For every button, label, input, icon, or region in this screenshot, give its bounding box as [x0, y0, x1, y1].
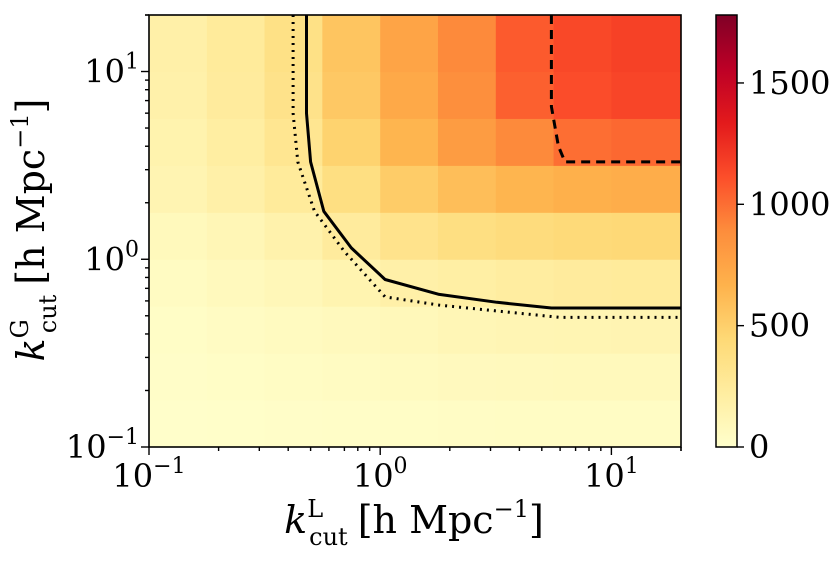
heatmap-cell — [322, 118, 381, 166]
heatmap-cell — [437, 212, 497, 260]
heatmap-cell — [380, 165, 439, 213]
heatmap-cell — [553, 306, 612, 354]
heatmap-cell — [149, 15, 208, 73]
y-axis-label: kGcut[h Mpc−1] — [6, 99, 62, 362]
heatmap-cell — [611, 353, 682, 401]
contour-lines — [291, 15, 681, 319]
heatmap-cell — [380, 306, 439, 354]
heatmap-cell — [149, 71, 208, 119]
heatmap-cell — [495, 259, 555, 307]
colorbar-tick-label: 500 — [749, 307, 810, 345]
y-tick-label: 101 — [84, 50, 139, 91]
colorbar: 0 500 1000 1500 — [715, 14, 830, 466]
heatmap-cell — [206, 71, 266, 119]
heatmap-cell — [206, 399, 266, 448]
heatmap-cell — [206, 165, 266, 213]
heatmap-cell — [264, 259, 323, 307]
x-tick-label: 100 — [353, 454, 408, 495]
heatmap-cell — [322, 165, 381, 213]
heatmap-cell — [206, 212, 266, 260]
heatmap-cell — [611, 165, 682, 213]
plot-frame — [148, 14, 682, 448]
heatmap-cell — [553, 71, 612, 119]
heatmap-cell — [149, 212, 208, 260]
colorbar-gradient — [715, 14, 738, 448]
heatmap-cell — [437, 165, 497, 213]
heatmap-cell — [149, 399, 208, 448]
heatmap-cell — [495, 399, 555, 448]
heatmap-cell — [380, 212, 439, 260]
heatmap-cell — [149, 165, 208, 213]
heatmap-cell — [264, 118, 323, 166]
heatmap-cell — [611, 15, 682, 73]
axis-ticks — [141, 14, 682, 455]
heatmap-cell — [611, 306, 682, 354]
colorbar-tick-label: 1500 — [749, 64, 830, 102]
heatmap-cell — [206, 306, 266, 354]
heatmap-cell — [553, 15, 612, 73]
heatmap-cell — [149, 353, 208, 401]
heatmap-cell — [495, 15, 555, 73]
heatmap-cells — [149, 15, 682, 448]
tick-labels: 10−1 100 101 10−1 100 101 — [66, 50, 639, 495]
heatmap-cell — [264, 399, 323, 448]
x-tick-label: 101 — [584, 454, 639, 495]
heatmap-cell — [322, 306, 381, 354]
heatmap-cell — [495, 71, 555, 119]
heatmap-cell — [553, 399, 612, 448]
heatmap-cell — [380, 399, 439, 448]
heatmap-cell — [322, 353, 381, 401]
heatmap-cell — [553, 118, 612, 166]
heatmap-cell — [149, 259, 208, 307]
colorbar-tick-label: 1000 — [749, 185, 830, 223]
y-tick-label: 10−1 — [66, 425, 139, 466]
heatmap-cell — [495, 306, 555, 354]
heatmap-cell — [380, 118, 439, 166]
heatmap-cell — [149, 306, 208, 354]
heatmap-cell — [380, 259, 439, 307]
heatmap-cell — [437, 399, 497, 448]
x-tick-label: 10−1 — [112, 454, 185, 495]
heatmap-cell — [322, 399, 381, 448]
heatmap-cell — [322, 15, 381, 73]
heatmap-cell — [206, 118, 266, 166]
heatmap-cell — [437, 15, 497, 73]
heatmap-cell — [611, 71, 682, 119]
heatmap-cell — [553, 165, 612, 213]
heatmap-cell — [322, 71, 381, 119]
heatmap-cell — [437, 306, 497, 354]
heatmap-cell — [495, 165, 555, 213]
heatmap-cell — [611, 399, 682, 448]
x-axis-label: kL cut [h Mpc−1] — [284, 495, 544, 551]
colorbar-tick-label: 0 — [749, 428, 769, 466]
heatmap-cell — [553, 353, 612, 401]
heatmap-cell — [611, 259, 682, 307]
heatmap-cell — [437, 71, 497, 119]
heatmap-cell — [380, 71, 439, 119]
heatmap-cell — [380, 353, 439, 401]
heatmap-cell — [149, 118, 208, 166]
heatmap-cell — [611, 118, 682, 166]
heatmap-cell — [380, 15, 439, 73]
heatmap-cell — [206, 259, 266, 307]
heatmap-cell — [437, 353, 497, 401]
heatmap-cell — [495, 118, 555, 166]
heatmap-cell — [206, 15, 266, 73]
heatmap-cell — [264, 212, 323, 260]
heatmap-cell — [437, 118, 497, 166]
heatmap-cell — [206, 353, 266, 401]
contour-dashed — [549, 15, 681, 164]
heatmap-cell — [553, 212, 612, 260]
heatmap-cell — [264, 306, 323, 354]
contour-solid — [305, 15, 681, 310]
heatmap-cell — [553, 259, 612, 307]
heatmap-cell — [495, 353, 555, 401]
y-tick-label: 100 — [84, 237, 139, 278]
heatmap-cell — [611, 212, 682, 260]
heatmap-cell — [495, 212, 555, 260]
heatmap-cell — [264, 353, 323, 401]
colorbar-ticks: 0 500 1000 1500 — [737, 64, 830, 466]
